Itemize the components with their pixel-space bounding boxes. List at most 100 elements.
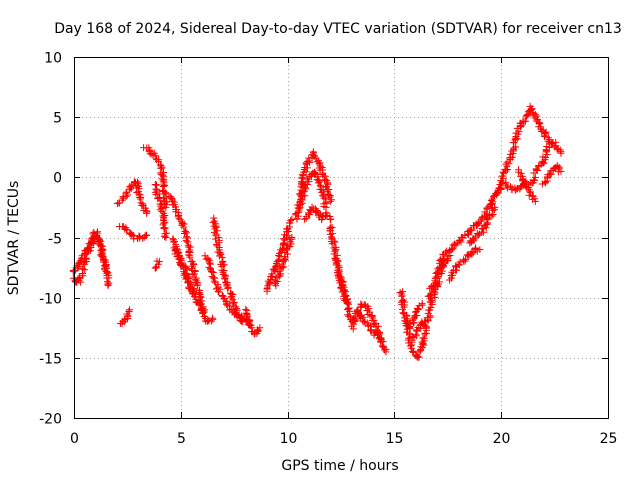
data-point: [196, 300, 204, 308]
data-point: [437, 255, 445, 263]
data-point: [102, 261, 110, 269]
data-point: [412, 332, 420, 340]
data-point: [126, 306, 134, 314]
data-point: [158, 164, 166, 172]
data-point: [300, 182, 308, 190]
data-point: [452, 262, 460, 270]
x-tick-label: 10: [280, 431, 298, 447]
data-point: [398, 292, 406, 300]
data-point: [555, 163, 563, 171]
data-point: [122, 189, 130, 197]
data-point: [155, 258, 163, 266]
data-point: [365, 305, 373, 313]
data-point: [256, 324, 264, 332]
x-tick-label: 20: [493, 431, 511, 447]
data-point: [317, 185, 325, 193]
data-point: [552, 142, 560, 150]
data-point: [193, 282, 201, 290]
data-point: [321, 195, 329, 203]
data-point: [152, 191, 160, 199]
data-point: [367, 327, 375, 335]
data-point: [245, 320, 253, 328]
data-point: [160, 225, 168, 233]
y-tick-label: -10: [39, 292, 62, 308]
data-point: [198, 305, 206, 313]
data-point: [535, 161, 543, 169]
data-point: [143, 231, 151, 239]
data-point: [531, 176, 539, 184]
data-points: [69, 102, 565, 361]
data-point: [181, 262, 189, 270]
data-point: [227, 294, 235, 302]
data-point: [230, 298, 238, 306]
data-point: [436, 256, 444, 264]
data-point: [442, 249, 450, 257]
data-point: [206, 259, 214, 267]
y-tick-label: 5: [53, 111, 62, 127]
data-point: [556, 146, 564, 154]
data-point: [364, 310, 372, 318]
data-point: [407, 344, 415, 352]
data-point: [326, 197, 334, 205]
data-point: [203, 318, 211, 326]
data-point: [305, 154, 313, 162]
data-point: [279, 235, 287, 243]
data-point: [159, 171, 167, 179]
x-axis-label: GPS time / hours: [281, 458, 398, 474]
data-point: [221, 275, 229, 283]
data-point: [542, 154, 550, 162]
data-point: [301, 180, 309, 188]
data-point: [336, 272, 344, 280]
data-point: [76, 273, 84, 281]
data-point: [468, 226, 476, 234]
data-point: [287, 217, 295, 225]
data-point: [272, 273, 280, 281]
data-point: [182, 269, 190, 277]
data-point: [182, 237, 190, 245]
data-point: [92, 232, 100, 240]
data-point: [541, 133, 549, 141]
x-tick-label: 25: [600, 431, 618, 447]
data-point: [504, 166, 512, 174]
data-point: [124, 312, 132, 320]
y-tick-label: 0: [53, 171, 62, 187]
data-point: [232, 310, 240, 318]
data-point: [538, 128, 546, 136]
data-point: [420, 335, 428, 343]
chart-title: Day 168 of 2024, Sidereal Day-to-day VTE…: [54, 21, 622, 37]
data-point: [216, 249, 224, 257]
data-point: [412, 330, 420, 338]
data-point: [161, 232, 169, 240]
data-point: [487, 197, 495, 205]
data-point: [271, 277, 279, 285]
data-point: [255, 327, 263, 335]
data-point: [366, 326, 374, 334]
data-point: [243, 312, 251, 320]
data-point: [195, 300, 203, 308]
data-point: [512, 143, 520, 151]
data-point: [497, 184, 505, 192]
data-point: [548, 139, 556, 147]
data-point: [156, 206, 164, 214]
data-point: [157, 197, 165, 205]
data-point: [502, 167, 510, 175]
data-point: [162, 234, 170, 241]
data-point: [419, 334, 427, 342]
data-point: [422, 322, 430, 330]
data-point: [371, 320, 379, 328]
data-point: [557, 149, 565, 157]
data-point: [265, 279, 273, 287]
data-point: [479, 225, 487, 233]
data-point: [273, 258, 281, 266]
data-point: [210, 228, 218, 236]
data-point: [461, 232, 469, 240]
data-point: [474, 231, 482, 239]
y-tick-labels: -20 -15 -10 -5 0 5 10: [39, 51, 62, 428]
y-tick-label: -5: [48, 232, 62, 248]
data-point: [123, 226, 131, 234]
data-point: [288, 234, 296, 241]
data-point: [200, 308, 208, 316]
data-point: [310, 169, 318, 177]
y-axis-label: SDTVAR / TECUs: [6, 181, 22, 296]
data-point: [175, 214, 183, 222]
